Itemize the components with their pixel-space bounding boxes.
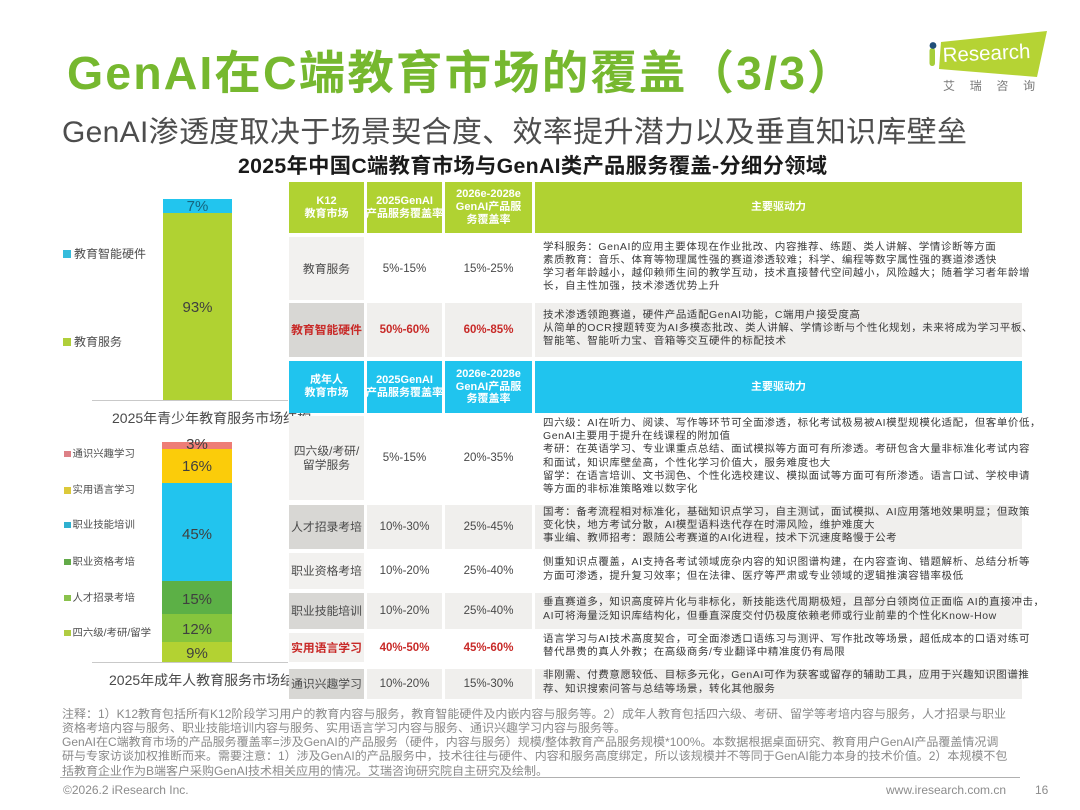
svg-text:艾瑞咨询: 艾瑞咨询: [943, 79, 1050, 93]
svg-text:Research: Research: [942, 40, 1031, 67]
